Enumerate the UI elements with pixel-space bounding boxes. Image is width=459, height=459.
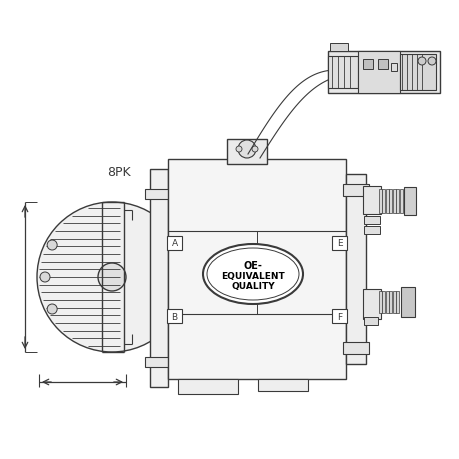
Text: F: F: [336, 312, 341, 321]
Bar: [399, 55, 435, 91]
Text: A: A: [171, 239, 177, 248]
Bar: [362, 60, 372, 70]
Bar: [331, 236, 346, 251]
Bar: [362, 187, 380, 214]
Text: EQUIVALENT: EQUIVALENT: [221, 271, 284, 280]
Bar: [145, 357, 173, 367]
Text: OE-: OE-: [243, 260, 262, 270]
Bar: [345, 174, 365, 364]
Bar: [342, 185, 368, 196]
Bar: [400, 287, 414, 317]
Bar: [327, 57, 357, 89]
Bar: [226, 140, 266, 165]
Bar: [396, 190, 398, 213]
Circle shape: [235, 147, 241, 153]
Circle shape: [47, 304, 57, 314]
Bar: [382, 291, 385, 313]
Text: E: E: [336, 239, 341, 248]
Bar: [378, 190, 381, 213]
Bar: [167, 309, 182, 323]
Bar: [390, 64, 396, 72]
Text: 8PK: 8PK: [107, 165, 130, 178]
Text: B: B: [171, 312, 177, 321]
Bar: [392, 291, 395, 313]
Bar: [385, 291, 388, 313]
Bar: [403, 188, 415, 216]
Bar: [257, 379, 308, 391]
Bar: [385, 190, 388, 213]
Text: QUALITY: QUALITY: [231, 281, 274, 290]
Bar: [150, 170, 168, 387]
Bar: [331, 309, 346, 323]
Ellipse shape: [202, 245, 302, 304]
Bar: [389, 291, 392, 313]
Bar: [363, 217, 379, 224]
Circle shape: [47, 241, 57, 251]
Bar: [363, 317, 377, 325]
Bar: [399, 190, 402, 213]
Bar: [396, 291, 398, 313]
Bar: [357, 52, 399, 94]
Bar: [382, 190, 385, 213]
Circle shape: [237, 141, 256, 159]
Bar: [178, 379, 237, 394]
Circle shape: [98, 263, 126, 291]
Bar: [329, 44, 347, 52]
Circle shape: [40, 272, 50, 282]
Circle shape: [37, 202, 187, 352]
Bar: [167, 236, 182, 251]
Bar: [145, 190, 173, 200]
Bar: [392, 190, 395, 213]
Bar: [327, 52, 439, 94]
Circle shape: [417, 58, 425, 66]
Bar: [377, 60, 387, 70]
Circle shape: [252, 147, 257, 153]
Bar: [363, 226, 379, 235]
Bar: [362, 289, 380, 319]
Circle shape: [427, 58, 435, 66]
Bar: [389, 190, 392, 213]
Bar: [342, 342, 368, 354]
Bar: [378, 291, 381, 313]
Bar: [168, 160, 345, 379]
